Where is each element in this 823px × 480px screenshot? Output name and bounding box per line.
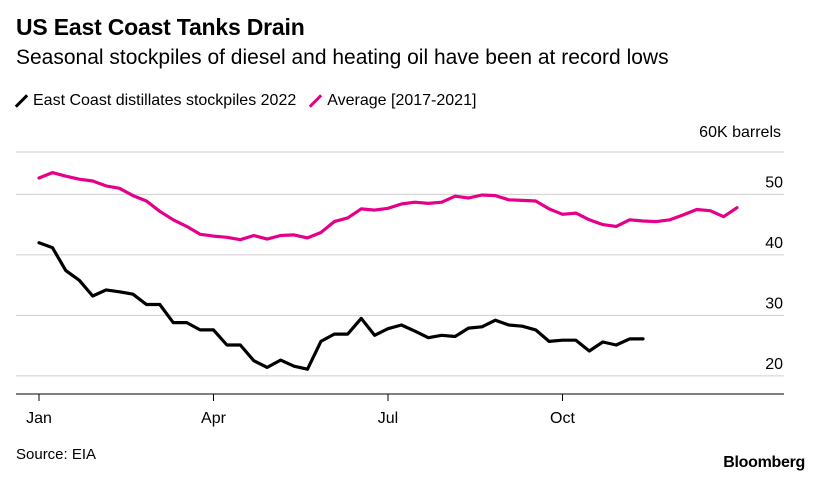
legend-label-average: Average [2017-2021]: [327, 92, 477, 109]
legend-item-average: Average [2017-2021]: [309, 92, 477, 110]
chart-subtitle: Seasonal stockpiles of diesel and heatin…: [16, 46, 669, 69]
x-tick-label-jul: Jul: [378, 410, 398, 427]
legend-item-2022: East Coast distillates stockpiles 2022: [14, 92, 297, 110]
legend-label-2022: East Coast distillates stockpiles 2022: [33, 92, 297, 109]
x-tick-label-apr: Apr: [201, 410, 227, 427]
y-tick-label-30: 30: [765, 295, 783, 312]
y-tick-label-50: 50: [765, 174, 783, 191]
series-line-average: [37, 171, 739, 242]
bloomberg-logo: Bloomberg: [723, 454, 805, 471]
x-tick-label-jan: Jan: [26, 410, 52, 427]
x-tick-label-oct: Oct: [550, 410, 575, 427]
y-axis-unit-label: 60K barrels: [699, 124, 781, 141]
source-note: Source: EIA: [16, 446, 97, 463]
y-tick-label-40: 40: [765, 235, 783, 252]
series-line-2022: [37, 241, 645, 371]
chart-title: US East Coast Tanks Drain: [16, 14, 305, 40]
y-tick-label-20: 20: [765, 356, 783, 373]
chart-legend: East Coast distillates stockpiles 2022 A…: [14, 92, 490, 110]
